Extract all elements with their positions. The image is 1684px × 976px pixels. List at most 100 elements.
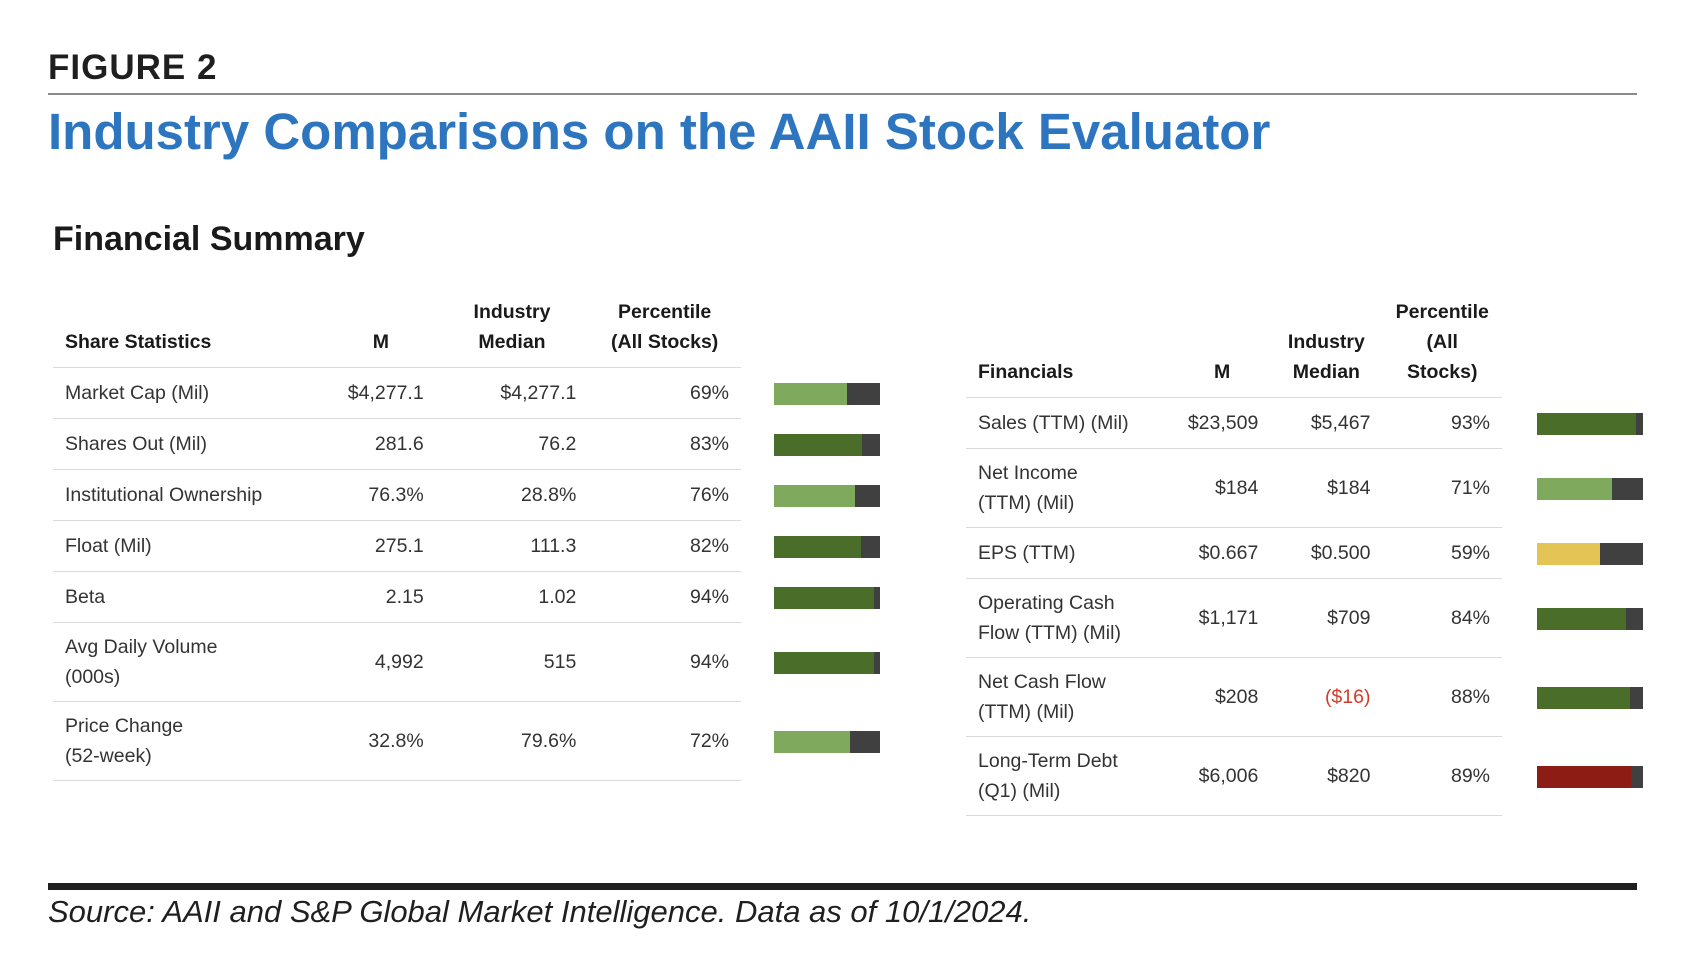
table-row: Beta 2.15 1.02 94% xyxy=(53,571,741,623)
row-percentile: 83% xyxy=(588,418,741,470)
section-title: Financial Summary xyxy=(53,220,365,258)
percentile-bar-fill xyxy=(1537,607,1627,630)
percentile-bar xyxy=(774,433,880,456)
percentile-bar xyxy=(774,484,880,507)
share-statistics-table: Share Statistics M Industry Median Percen… xyxy=(53,297,741,781)
percentile-bar-fill xyxy=(774,382,848,405)
row-percentile: 84% xyxy=(1382,578,1502,658)
row-industry-median: $184 xyxy=(1270,448,1383,528)
column-header-m: M xyxy=(1173,297,1271,398)
percentile-bar-fill xyxy=(1537,542,1600,565)
percentile-bar xyxy=(1537,607,1643,630)
row-industry-median: 79.6% xyxy=(435,701,589,781)
row-industry-median: 1.02 xyxy=(435,571,589,623)
row-industry-median: 76.2 xyxy=(435,418,589,470)
row-label: Avg Daily Volume (000s) xyxy=(53,622,327,702)
column-header-financials: Financials xyxy=(966,297,1174,398)
row-label: Institutional Ownership xyxy=(53,469,327,521)
row-industry-median: 515 xyxy=(435,622,589,702)
table-row: Operating Cash Flow (TTM) (Mil) $1,171 $709… xyxy=(966,578,1502,658)
top-divider xyxy=(48,93,1637,95)
table-row: Float (Mil) 275.1 111.3 82% xyxy=(53,520,741,572)
row-label: Market Cap (Mil) xyxy=(53,367,327,419)
percentile-bar xyxy=(774,586,880,609)
row-percentile: 76% xyxy=(588,469,741,521)
bottom-divider xyxy=(48,883,1637,890)
row-industry-median: $0.500 xyxy=(1270,527,1383,579)
row-percentile: 59% xyxy=(1382,527,1502,579)
column-header-percentile: Percentile (All Stocks) xyxy=(1382,297,1502,398)
table-row: Shares Out (Mil) 281.6 76.2 83% xyxy=(53,418,741,470)
row-m-value: $6,006 xyxy=(1173,736,1271,816)
row-m-value: 281.6 xyxy=(326,418,436,470)
row-industry-median: 28.8% xyxy=(435,469,589,521)
column-header-industry-median: Industry Median xyxy=(435,297,589,368)
row-m-value: $208 xyxy=(1173,657,1271,737)
row-m-value: $0.667 xyxy=(1173,527,1271,579)
row-m-value: $4,277.1 xyxy=(326,367,436,419)
percentile-bar-fill xyxy=(774,484,855,507)
row-m-value: 76.3% xyxy=(326,469,436,521)
row-label: Sales (TTM) (Mil) xyxy=(966,397,1174,449)
percentile-bar-fill xyxy=(1537,686,1631,709)
column-header-m: M xyxy=(326,297,436,368)
table-row: Net Income (TTM) (Mil) $184 $184 71% xyxy=(966,448,1502,528)
row-percentile: 69% xyxy=(588,367,741,419)
row-m-value: 2.15 xyxy=(326,571,436,623)
table-row: Price Change (52-week) 32.8% 79.6% 72% xyxy=(53,701,741,781)
row-label: Shares Out (Mil) xyxy=(53,418,327,470)
table-row: Sales (TTM) (Mil) $23,509 $5,467 93% xyxy=(966,397,1502,449)
row-m-value: $1,171 xyxy=(1173,578,1271,658)
row-percentile: 93% xyxy=(1382,397,1502,449)
percentile-bar-fill xyxy=(1537,765,1632,788)
percentile-bar xyxy=(774,382,880,405)
row-m-value: 4,992 xyxy=(326,622,436,702)
row-industry-median: $820 xyxy=(1270,736,1383,816)
row-m-value: $184 xyxy=(1173,448,1271,528)
percentile-bar-fill xyxy=(774,730,851,753)
row-label: Price Change (52-week) xyxy=(53,701,327,781)
table-row: EPS (TTM) $0.667 $0.500 59% xyxy=(966,527,1502,579)
row-label: Net Cash Flow (TTM) (Mil) xyxy=(966,657,1174,737)
row-percentile: 94% xyxy=(588,622,741,702)
percentile-bar-fill xyxy=(774,586,874,609)
percentile-bar xyxy=(774,535,880,558)
percentile-bar-fill xyxy=(1537,477,1613,500)
table-row: Long-Term Debt (Q1) (Mil) $6,006 $820 89% xyxy=(966,736,1502,816)
percentile-bar xyxy=(774,651,880,674)
row-industry-median: 111.3 xyxy=(435,520,589,572)
row-industry-median: ($16) xyxy=(1270,657,1383,737)
row-industry-median: $709 xyxy=(1270,578,1383,658)
header-text: Percentile (All Stocks) xyxy=(1395,301,1489,383)
row-label: Beta xyxy=(53,571,327,623)
row-percentile: 72% xyxy=(588,701,741,781)
row-label: Long-Term Debt (Q1) (Mil) xyxy=(966,736,1174,816)
row-percentile: 71% xyxy=(1382,448,1502,528)
percentile-bar-fill xyxy=(774,651,874,674)
percentile-bar xyxy=(1537,542,1643,565)
column-header-percentile: Percentile (All Stocks) xyxy=(588,297,741,368)
row-m-value: 275.1 xyxy=(326,520,436,572)
table-header-row: Financials M Industry Median Percentile (A… xyxy=(966,297,1502,398)
table-row: Market Cap (Mil) $4,277.1 $4,277.1 69% xyxy=(53,367,741,419)
row-industry-median: $5,467 xyxy=(1270,397,1383,449)
row-m-value: $23,509 xyxy=(1173,397,1271,449)
header-text: Industry Median xyxy=(473,301,551,353)
row-percentile: 82% xyxy=(588,520,741,572)
percentile-bar-fill xyxy=(774,433,862,456)
row-label: EPS (TTM) xyxy=(966,527,1174,579)
table-row: Institutional Ownership 76.3% 28.8% 76% xyxy=(53,469,741,521)
row-label: Operating Cash Flow (TTM) (Mil) xyxy=(966,578,1174,658)
figure-title: Industry Comparisons on the AAII Stock E… xyxy=(48,103,1271,160)
row-label: Net Income (TTM) (Mil) xyxy=(966,448,1174,528)
row-percentile: 88% xyxy=(1382,657,1502,737)
row-m-value: 32.8% xyxy=(326,701,436,781)
percentile-bar-fill xyxy=(774,535,861,558)
figure-label: FIGURE 2 xyxy=(48,48,218,87)
source-note: Source: AAII and S&P Global Market Intel… xyxy=(48,894,1032,929)
row-percentile: 89% xyxy=(1382,736,1502,816)
table-row: Net Cash Flow (TTM) (Mil) $208 ($16) 88% xyxy=(966,657,1502,737)
row-label: Float (Mil) xyxy=(53,520,327,572)
percentile-bar xyxy=(1537,477,1643,500)
percentile-bar xyxy=(1537,412,1643,435)
